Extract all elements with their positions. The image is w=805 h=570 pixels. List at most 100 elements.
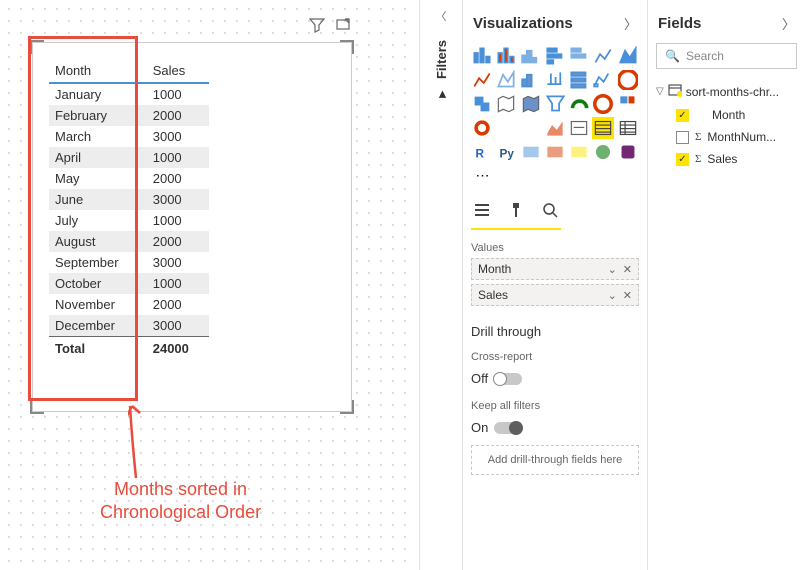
- col-sales[interactable]: Sales: [147, 59, 209, 83]
- sigma-icon: Σ: [695, 131, 701, 143]
- viz-type-icon[interactable]: [568, 45, 590, 67]
- table-row: March3000: [49, 126, 209, 147]
- fields-tab-icon[interactable]: [473, 201, 491, 222]
- viz-type-icon[interactable]: [592, 69, 614, 91]
- table-visual[interactable]: Month Sales January1000February2000March…: [32, 42, 352, 412]
- viz-type-icon[interactable]: [495, 69, 517, 91]
- field-item[interactable]: ✓ΣSales: [656, 148, 797, 170]
- data-table: Month Sales January1000February2000March…: [49, 59, 209, 359]
- field-item[interactable]: ✓Month: [656, 104, 797, 126]
- chevron-down-icon[interactable]: ⌄: [608, 263, 617, 276]
- viz-type-icon[interactable]: [544, 93, 566, 115]
- viz-type-icon[interactable]: [568, 141, 590, 163]
- viz-type-icon[interactable]: [495, 93, 517, 115]
- col-month[interactable]: Month: [49, 59, 147, 83]
- viz-type-icon[interactable]: [520, 45, 542, 67]
- remove-field-icon[interactable]: ✕: [623, 289, 632, 302]
- table-row: April1000: [49, 147, 209, 168]
- table-row: July1000: [49, 210, 209, 231]
- analytics-tab-icon[interactable]: [541, 201, 559, 222]
- table-row: May2000: [49, 168, 209, 189]
- table-row: November2000: [49, 294, 209, 315]
- viz-type-icon[interactable]: [568, 117, 590, 139]
- filter-icon[interactable]: [309, 17, 325, 36]
- drill-title: Drill through: [471, 310, 639, 347]
- annotation-text: Months sorted inChronological Order: [100, 478, 261, 525]
- format-tab-icon[interactable]: [507, 201, 525, 222]
- filters-pane-collapsed[interactable]: 〈 ▾Filters: [419, 0, 463, 570]
- viz-type-icon[interactable]: [495, 117, 517, 139]
- keep-filters-label: Keep all filters: [471, 396, 639, 416]
- viz-type-icon[interactable]: [592, 45, 614, 67]
- viz-type-icon[interactable]: [544, 69, 566, 91]
- viz-type-icon[interactable]: [617, 117, 639, 139]
- viz-title: Visualizations: [473, 15, 573, 32]
- viz-type-icon[interactable]: [520, 93, 542, 115]
- svg-text:R: R: [476, 147, 485, 160]
- viz-type-icon[interactable]: [471, 45, 493, 67]
- fields-pane: Fields 〉 🔍 Search ▽ sort-months-chr... ✓…: [648, 0, 805, 570]
- expand-filters-icon[interactable]: 〈: [420, 0, 462, 40]
- table-row: January1000: [49, 83, 209, 105]
- table-icon: [668, 83, 682, 100]
- drill-fields-well[interactable]: Add drill-through fields here: [471, 445, 639, 475]
- value-well[interactable]: Sales⌄✕: [471, 284, 639, 306]
- viz-type-icon[interactable]: [568, 93, 590, 115]
- table-row: October1000: [49, 273, 209, 294]
- table-row: September3000: [49, 252, 209, 273]
- viz-type-icon[interactable]: [471, 93, 493, 115]
- viz-type-icon[interactable]: [617, 141, 639, 163]
- sigma-icon: Σ: [695, 153, 701, 165]
- search-icon: 🔍: [665, 49, 680, 63]
- viz-type-icon[interactable]: [592, 141, 614, 163]
- viz-type-icon[interactable]: [544, 141, 566, 163]
- viz-type-icon[interactable]: [471, 117, 493, 139]
- viz-type-icon[interactable]: [495, 45, 517, 67]
- table-name: sort-months-chr...: [686, 85, 779, 99]
- table-node[interactable]: ▽ sort-months-chr...: [656, 79, 797, 104]
- viz-type-icon[interactable]: [592, 93, 614, 115]
- viz-type-icon[interactable]: [568, 69, 590, 91]
- viz-type-icon[interactable]: [617, 93, 639, 115]
- viz-type-icon[interactable]: ⋯: [471, 165, 493, 187]
- svg-text:⋯: ⋯: [476, 167, 490, 183]
- svg-text:Py: Py: [500, 147, 515, 160]
- search-input[interactable]: 🔍 Search: [656, 43, 797, 69]
- viz-type-icon[interactable]: [592, 117, 614, 139]
- viz-type-icon[interactable]: [544, 45, 566, 67]
- viz-type-icon[interactable]: [520, 141, 542, 163]
- field-checkbox[interactable]: ✓: [676, 109, 689, 122]
- viz-gallery: R Py ⋯: [471, 43, 639, 195]
- field-checkbox[interactable]: [676, 131, 689, 144]
- keep-filters-toggle[interactable]: On: [471, 420, 522, 435]
- collapse-fields-icon[interactable]: 〉: [782, 14, 795, 33]
- table-row: February2000: [49, 105, 209, 126]
- viz-type-icon[interactable]: Py: [495, 141, 517, 163]
- table-row: August2000: [49, 231, 209, 252]
- value-well[interactable]: Month⌄✕: [471, 258, 639, 280]
- viz-type-icon[interactable]: [617, 45, 639, 67]
- cross-report-toggle[interactable]: Off: [471, 371, 522, 386]
- viz-type-icon[interactable]: [471, 69, 493, 91]
- table-row: June3000: [49, 189, 209, 210]
- viz-type-icon[interactable]: [520, 117, 542, 139]
- viz-type-icon[interactable]: R: [471, 141, 493, 163]
- field-checkbox[interactable]: ✓: [676, 153, 689, 166]
- fields-title: Fields: [658, 15, 701, 32]
- total-value: 24000: [147, 337, 209, 360]
- focus-mode-icon[interactable]: [335, 17, 351, 36]
- viz-type-icon[interactable]: [544, 117, 566, 139]
- viz-type-icon[interactable]: [520, 69, 542, 91]
- total-label: Total: [49, 337, 147, 360]
- viz-type-icon[interactable]: [617, 69, 639, 91]
- annotation-arrow-icon: [128, 400, 168, 480]
- field-item[interactable]: ΣMonthNum...: [656, 126, 797, 148]
- collapse-viz-icon[interactable]: 〉: [624, 14, 637, 33]
- remove-field-icon[interactable]: ✕: [623, 263, 632, 276]
- values-label: Values: [471, 238, 639, 258]
- report-canvas[interactable]: Month Sales January1000February2000March…: [0, 0, 415, 570]
- chevron-down-icon[interactable]: ⌄: [608, 289, 617, 302]
- table-row: December3000: [49, 315, 209, 337]
- chevron-down-icon: ▽: [656, 86, 664, 97]
- filters-label: Filters: [434, 40, 449, 79]
